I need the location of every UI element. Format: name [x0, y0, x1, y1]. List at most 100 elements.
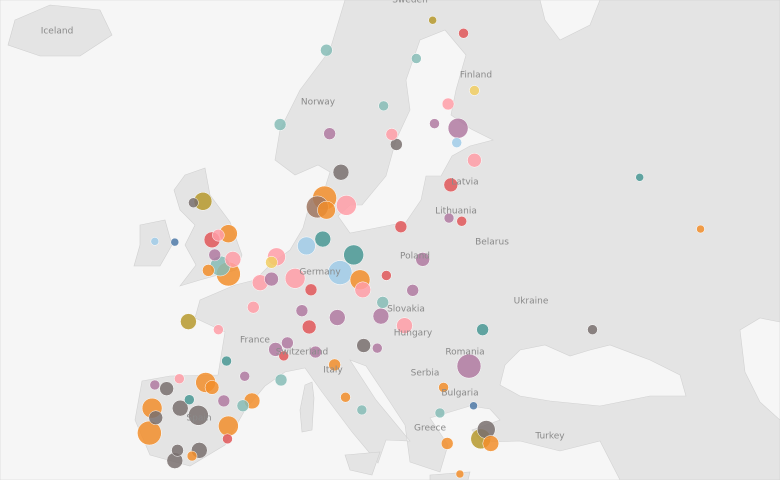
marker: [171, 399, 189, 417]
country-label: Latvia: [451, 178, 478, 188]
country-label: Lithuania: [435, 207, 477, 217]
marker: [317, 200, 336, 220]
marker: [329, 309, 346, 326]
marker: [297, 236, 316, 256]
marker: [224, 251, 242, 268]
country-label: Romania: [445, 348, 484, 358]
marker-layer: [137, 15, 705, 479]
marker: [327, 260, 353, 285]
marker: [320, 43, 333, 57]
marker: [188, 197, 199, 209]
marker: [328, 358, 341, 372]
marker: [247, 301, 260, 314]
marker: [273, 118, 287, 131]
marker: [295, 304, 309, 317]
marker: [239, 370, 250, 382]
marker: [356, 404, 368, 416]
marker: [447, 117, 469, 139]
marker: [482, 435, 500, 452]
marker: [332, 163, 350, 181]
marker: [428, 15, 437, 25]
marker: [180, 313, 197, 330]
marker: [476, 323, 489, 336]
iceland: [7, 4, 113, 57]
marker: [184, 394, 195, 405]
label-layer: Sweden Iceland Norway Finland Latvia Lithuani…: [41, 0, 566, 442]
marker: [429, 118, 440, 129]
marker: [469, 401, 478, 410]
marker: [174, 373, 185, 384]
marker: [265, 256, 278, 269]
corsica-sardinia: [299, 381, 315, 433]
country-label: France: [240, 336, 270, 346]
marker: [281, 336, 294, 350]
country-label: Italy: [323, 366, 343, 376]
country-label: Sweden: [392, 0, 428, 6]
marker: [394, 220, 408, 233]
marker: [396, 317, 413, 334]
marker: [696, 224, 705, 234]
marker: [469, 85, 480, 96]
marker: [441, 97, 455, 111]
marker: [406, 284, 419, 297]
black-sea: [499, 344, 687, 407]
country-label: Ukraine: [514, 297, 549, 307]
marker: [440, 437, 454, 450]
marker: [467, 152, 482, 168]
marker: [208, 248, 221, 262]
marker: [356, 338, 371, 353]
marker: [148, 410, 163, 425]
country-label: Switzerland: [276, 348, 329, 358]
white-sea: [539, 0, 601, 41]
marker: [278, 350, 290, 362]
marker: [587, 324, 598, 335]
great-britain: [173, 167, 243, 287]
marker: [221, 355, 232, 367]
country-label: Greece: [414, 424, 446, 434]
marker: [268, 342, 283, 357]
marker: [202, 264, 215, 277]
marker: [443, 212, 455, 224]
marker: [314, 230, 332, 248]
country-label: Germany: [299, 268, 341, 278]
country-label: Belarus: [475, 238, 509, 248]
marker: [284, 268, 306, 289]
marker: [188, 405, 209, 426]
marker: [372, 342, 383, 354]
country-label: Finland: [460, 71, 492, 81]
marker: [171, 444, 184, 457]
marker: [336, 195, 357, 216]
marker: [415, 252, 430, 267]
marker: [301, 319, 317, 335]
marker: [434, 407, 446, 419]
marker: [186, 450, 198, 462]
marker: [159, 381, 174, 396]
marker: [212, 228, 225, 242]
marker: [438, 382, 449, 393]
marker: [354, 281, 372, 299]
marker: [222, 433, 233, 445]
marker: [411, 53, 422, 64]
marker: [381, 270, 392, 281]
marker: [150, 237, 160, 246]
marker: [376, 296, 389, 309]
country-label: Poland: [400, 252, 430, 262]
marker: [204, 380, 220, 395]
marker: [213, 324, 224, 335]
sicily: [344, 451, 381, 476]
marker: [443, 177, 459, 193]
marker: [455, 469, 465, 479]
country-label: Norway: [301, 98, 336, 108]
marker: [456, 353, 482, 379]
marker: [264, 271, 279, 287]
country-label: Spain: [186, 414, 211, 424]
country-label: Serbia: [411, 369, 440, 379]
marker: [635, 173, 644, 182]
marker: [170, 237, 180, 247]
marker: [323, 127, 336, 140]
marker: [218, 415, 239, 437]
marker: [309, 345, 322, 359]
caspian-sea: [739, 317, 780, 421]
marker: [274, 373, 288, 387]
